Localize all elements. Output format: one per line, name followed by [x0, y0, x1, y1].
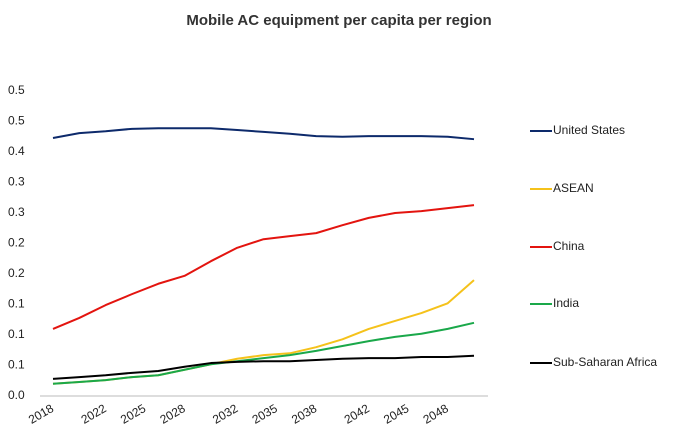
- y-tick-label: 0.2: [8, 236, 25, 250]
- legend-label: Sub-Saharan Africa: [553, 355, 657, 369]
- y-tick-label: 0.1: [8, 297, 25, 311]
- y-tick-label: 0.3: [8, 205, 25, 219]
- y-tick-label: 0.4: [8, 144, 25, 158]
- series-line: [52, 127, 475, 141]
- y-tick-label: 0.5: [8, 83, 25, 97]
- y-tick-label: 0.1: [8, 358, 25, 372]
- x-tick-label: 2025: [118, 401, 148, 427]
- x-tick-label: 2028: [158, 401, 188, 427]
- legend-label: China: [553, 239, 585, 253]
- x-tick-label: 2042: [342, 401, 372, 427]
- y-tick-label: 0.0: [8, 388, 25, 402]
- x-tick-label: 2018: [26, 401, 56, 427]
- x-tick-label: 2048: [421, 401, 451, 427]
- x-tick-label: 2032: [210, 401, 240, 427]
- x-tick-label: 2022: [79, 401, 109, 427]
- chart-title: Mobile AC equipment per capita per regio…: [186, 12, 491, 29]
- y-tick-label: 0.5: [8, 114, 25, 128]
- x-tick-label: 2035: [250, 401, 280, 427]
- series-line: [52, 321, 475, 385]
- x-tick-label: 2045: [381, 401, 411, 427]
- series-line: [52, 279, 475, 385]
- y-tick-label: 0.2: [8, 266, 25, 280]
- x-tick-label: 2038: [289, 401, 319, 427]
- series-line: [52, 354, 475, 380]
- legend-label: ASEAN: [553, 181, 594, 195]
- legend-label: India: [553, 296, 579, 310]
- series-line: [52, 204, 475, 330]
- legend-label: United States: [553, 123, 625, 137]
- y-tick-label: 0.3: [8, 175, 25, 189]
- y-tick-label: 0.1: [8, 327, 25, 341]
